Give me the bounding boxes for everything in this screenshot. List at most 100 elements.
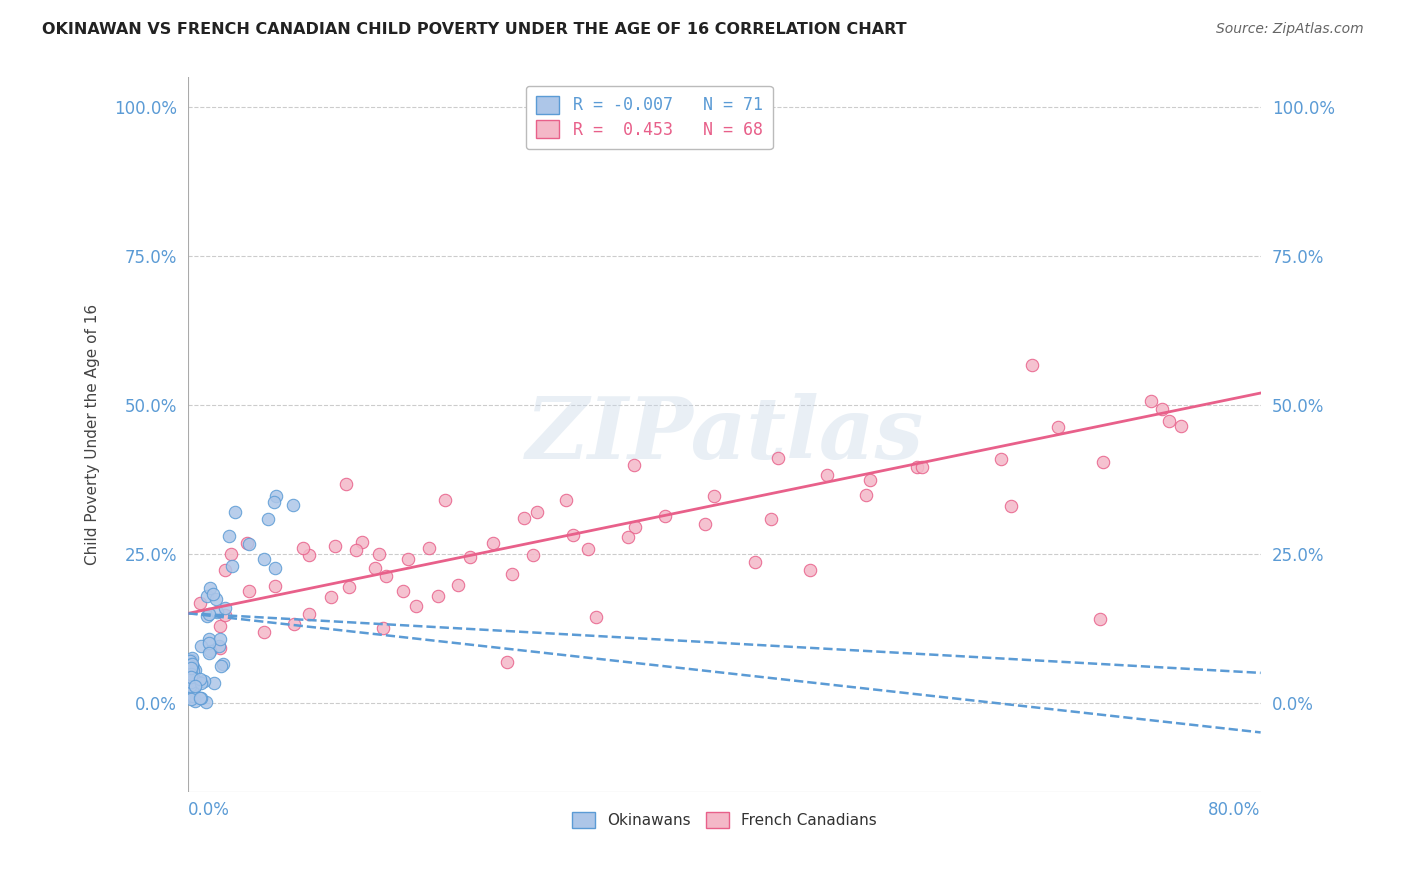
Point: [501, 566, 523, 581]
Point: [911, 460, 934, 475]
Point: [177, 657, 200, 672]
Point: [219, 547, 242, 561]
Point: [190, 676, 212, 690]
Point: [526, 505, 548, 519]
Point: [205, 605, 228, 619]
Point: [177, 657, 200, 672]
Text: ZIPatlas: ZIPatlas: [526, 393, 924, 476]
Point: [555, 493, 578, 508]
Point: [218, 529, 240, 543]
Point: [759, 511, 782, 525]
Point: [179, 681, 201, 696]
Point: [815, 468, 838, 483]
Point: [744, 555, 766, 569]
Point: [373, 622, 395, 636]
Point: [181, 660, 204, 674]
Point: [209, 659, 232, 673]
Point: [179, 679, 201, 693]
Point: [188, 690, 211, 705]
Point: [183, 679, 205, 693]
Point: [339, 580, 361, 594]
Point: [616, 530, 638, 544]
Point: [447, 577, 470, 591]
Y-axis label: Child Poverty Under the Age of 16: Child Poverty Under the Age of 16: [86, 304, 100, 566]
Point: [298, 549, 321, 563]
Point: [183, 681, 205, 695]
Point: [224, 505, 246, 519]
Point: [180, 688, 202, 702]
Point: [177, 690, 200, 704]
Point: [214, 607, 236, 622]
Point: [458, 549, 481, 564]
Point: [990, 452, 1012, 467]
Point: [181, 682, 204, 697]
Point: [264, 490, 287, 504]
Point: [188, 672, 211, 686]
Point: [180, 653, 202, 667]
Point: [624, 520, 647, 534]
Text: OKINAWAN VS FRENCH CANADIAN CHILD POVERTY UNDER THE AGE OF 16 CORRELATION CHART: OKINAWAN VS FRENCH CANADIAN CHILD POVERT…: [42, 22, 907, 37]
Point: [198, 644, 221, 658]
Point: [177, 680, 200, 694]
Point: [344, 543, 367, 558]
Point: [195, 609, 218, 624]
Text: Source: ZipAtlas.com: Source: ZipAtlas.com: [1216, 22, 1364, 37]
Point: [253, 552, 276, 566]
Point: [427, 590, 450, 604]
Point: [194, 695, 217, 709]
Point: [197, 589, 219, 603]
Point: [1088, 612, 1111, 626]
Point: [183, 664, 205, 678]
Point: [180, 673, 202, 688]
Point: [1170, 419, 1192, 434]
Point: [693, 516, 716, 531]
Point: [291, 541, 314, 555]
Point: [183, 674, 205, 689]
Point: [183, 689, 205, 703]
Point: [200, 581, 222, 595]
Point: [1000, 500, 1022, 514]
Point: [561, 528, 583, 542]
Point: [208, 618, 231, 632]
Point: [374, 568, 396, 582]
Point: [1159, 414, 1181, 428]
Point: [179, 671, 201, 685]
Point: [214, 601, 236, 615]
Point: [190, 639, 212, 653]
Point: [181, 676, 204, 690]
Point: [1092, 455, 1115, 469]
Point: [264, 579, 287, 593]
Point: [281, 498, 304, 512]
Point: [183, 694, 205, 708]
Point: [905, 460, 928, 475]
Point: [180, 692, 202, 706]
Point: [252, 624, 274, 639]
Point: [263, 495, 285, 509]
Point: [1140, 394, 1163, 409]
Point: [392, 583, 415, 598]
Point: [238, 584, 260, 599]
Point: [205, 592, 228, 607]
Point: [352, 535, 374, 549]
Point: [1046, 420, 1069, 434]
Point: [703, 489, 725, 503]
Point: [396, 551, 419, 566]
Point: [325, 539, 347, 553]
Point: [236, 536, 259, 550]
Point: [208, 632, 231, 646]
Point: [364, 561, 387, 575]
Point: [319, 591, 342, 605]
Point: [201, 587, 224, 601]
Point: [513, 511, 536, 525]
Point: [180, 667, 202, 681]
Point: [183, 673, 205, 687]
Point: [180, 661, 202, 675]
Legend: Okinawans, French Canadians: Okinawans, French Canadians: [565, 806, 883, 834]
Point: [766, 451, 789, 466]
Point: [335, 476, 357, 491]
Point: [264, 561, 287, 575]
Point: [208, 640, 231, 655]
Point: [212, 657, 235, 671]
Text: 80.0%: 80.0%: [1208, 801, 1261, 819]
Point: [585, 610, 607, 624]
